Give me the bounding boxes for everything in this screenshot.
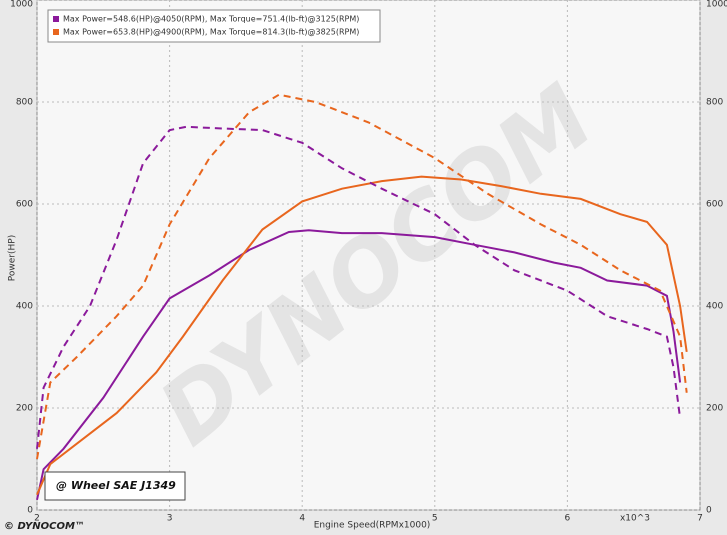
y-tick-label: 800 [16,98,33,108]
x-axis-title: Engine Speed(RPMx1000) [314,521,431,531]
y-tick-label-right: 0 [706,506,712,516]
y-tick-label-right: 1000 [706,0,727,10]
x-tick-label: 6 [565,514,571,524]
plot-area [36,0,701,511]
x-tick-label: 2 [34,514,40,524]
logo: © DYNOCOM™ [4,521,85,532]
annotation: @ Wheel SAE J1349 [56,479,176,492]
x-tick-label: 3 [167,514,173,524]
y-tick-label: 1000 [10,0,33,10]
series-line [36,175,688,496]
legend-swatch [53,16,59,22]
x-tick-label: 5 [432,514,438,524]
y-tick-label: 200 [16,404,33,414]
legend [47,9,381,43]
x-tick-label: 7 [697,514,703,524]
series-line [36,125,682,449]
series-line [36,229,682,501]
y-tick-label: 400 [16,302,33,312]
y-tick-label: 600 [16,200,33,210]
annotation-box [44,471,186,501]
y-axis-title: Power(HP) [8,235,18,281]
y-tick-label-right: 800 [706,98,723,108]
x-tick-label: 4 [299,514,305,524]
legend-label: Max Power=653.8(HP)@4900(RPM), Max Torqu… [63,28,359,37]
y-tick-label-right: 400 [706,302,723,312]
y-tick-label-right: 600 [706,200,723,210]
legend-label: Max Power=548.6(HP)@4050(RPM), Max Torqu… [63,15,359,24]
legend-swatch [53,29,59,35]
series-line [36,93,688,460]
x-multiplier: x10^3 [620,514,650,524]
y-tick-label: 0 [27,506,33,516]
y-tick-label-right: 200 [706,404,723,414]
